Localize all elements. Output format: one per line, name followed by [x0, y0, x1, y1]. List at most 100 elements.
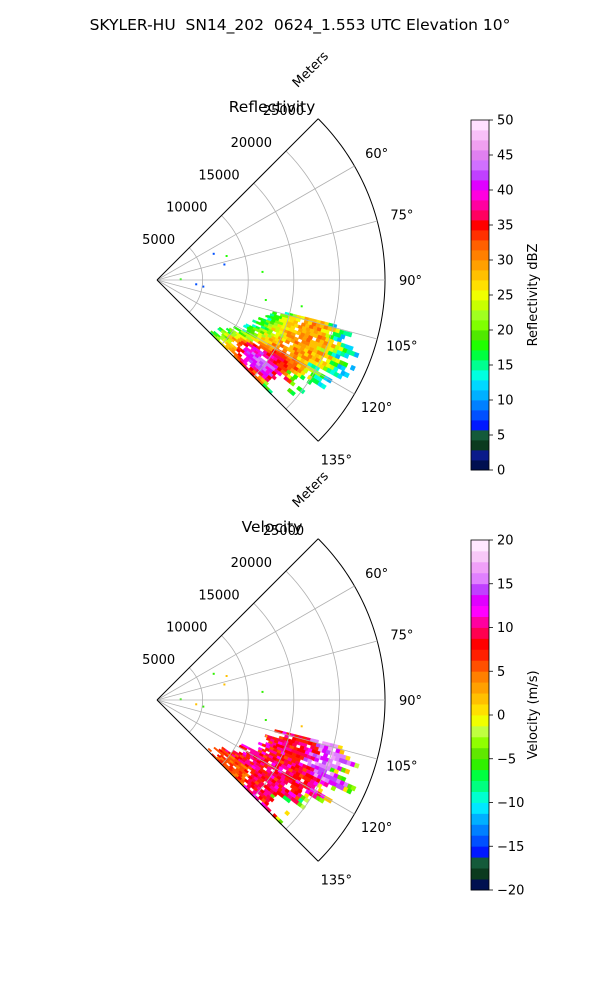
vel-bin	[350, 785, 357, 792]
refl-bin	[339, 334, 346, 340]
refl-speck	[202, 285, 205, 288]
vel-colorbar-swatch	[471, 660, 489, 672]
reflectivity-grid	[156, 118, 386, 442]
vel-radial-axis-label: Meters	[290, 469, 332, 511]
refl-colorbar-swatch	[471, 310, 489, 321]
vel-colorbar-swatch	[471, 605, 489, 617]
refl-bin	[342, 361, 349, 368]
refl-bin	[284, 339, 291, 345]
reflectivity-title: Reflectivity	[229, 98, 316, 116]
refl-colorbar-swatch	[471, 200, 489, 211]
refl-colorbar-swatch	[471, 180, 489, 191]
refl-colorbar-swatch	[471, 370, 489, 381]
refl-colorbar-swatch	[471, 460, 489, 471]
vel-speck	[212, 672, 215, 675]
refl-colorbar-swatch	[471, 130, 489, 141]
refl-colorbar-tick-label: 40	[497, 184, 514, 199]
vel-bin	[282, 779, 289, 786]
vel-speck	[202, 705, 205, 708]
refl-sector-edge	[156, 279, 319, 442]
vel-speck	[300, 725, 303, 728]
refl-colorbar-swatch	[471, 290, 489, 301]
vel-sector-edge	[156, 538, 319, 701]
refl-colorbar-tick-label: 20	[497, 324, 514, 339]
vel-colorbar-swatch	[471, 540, 489, 552]
vel-colorbar-swatch	[471, 550, 489, 563]
refl-bin	[237, 341, 244, 347]
vel-colorbar-tick-label: −15	[497, 840, 524, 855]
vel-bin	[323, 781, 330, 788]
vel-colorbar-swatch	[471, 627, 489, 639]
refl-colorbar-swatch	[471, 350, 489, 361]
refl-bin	[336, 373, 343, 380]
refl-colorbar-swatch	[471, 450, 489, 461]
vel-bin	[272, 791, 278, 798]
refl-bin	[229, 337, 235, 343]
vel-speck	[195, 703, 198, 706]
vel-bin	[285, 797, 292, 804]
refl-colorbar-swatch	[471, 120, 489, 131]
vel-azimuth-spoke	[156, 699, 378, 760]
refl-bin	[353, 351, 360, 359]
refl-colorbar-tick-label: 45	[497, 149, 514, 164]
vel-speck	[261, 690, 264, 693]
refl-azimuth-tick-label: 75°	[390, 208, 413, 223]
vel-bin	[344, 768, 351, 775]
refl-bin	[343, 371, 350, 379]
vel-azimuth-spoke	[156, 640, 378, 701]
refl-bin	[266, 374, 273, 381]
refl-colorbar-swatch	[471, 390, 489, 401]
refl-colorbar-swatch	[471, 240, 489, 251]
refl-colorbar-swatch	[471, 280, 489, 291]
refl-speck	[223, 263, 226, 266]
vel-speck	[179, 698, 182, 701]
vel-colorbar-swatch	[471, 802, 489, 814]
vel-colorbar-tick-label: 10	[497, 621, 514, 636]
vel-colorbar-swatch	[471, 583, 489, 596]
vel-bin	[242, 746, 248, 751]
refl-colorbar-tick-label: 0	[497, 464, 505, 479]
refl-colorbar-swatch	[471, 160, 489, 171]
vel-colorbar-swatch	[471, 780, 489, 792]
refl-bin	[299, 374, 306, 381]
refl-radial-axis-label: Meters	[290, 49, 332, 91]
refl-bin	[276, 370, 283, 377]
vel-colorbar-swatch	[471, 693, 489, 705]
vel-colorbar-tick-label: 5	[497, 665, 505, 680]
refl-range-tick-label: 20000	[231, 136, 272, 151]
refl-bin	[349, 364, 356, 372]
refl-range-tick-label: 10000	[166, 201, 207, 216]
refl-azimuth-spoke	[156, 165, 355, 281]
refl-range-tick-label: 15000	[198, 168, 239, 183]
refl-bin	[267, 388, 274, 395]
refl-colorbar-swatch	[471, 250, 489, 261]
vel-colorbar-tick-label: 15	[497, 577, 514, 592]
vel-colorbar-swatch	[471, 704, 489, 716]
refl-colorbar-swatch	[471, 430, 489, 441]
vel-colorbar-swatch	[471, 715, 489, 727]
vel-range-tick-label: 5000	[142, 653, 175, 668]
refl-colorbar-tick-label: 30	[497, 254, 514, 269]
refl-azimuth-spoke	[156, 279, 355, 395]
vel-bin	[346, 788, 353, 795]
vel-colorbar-tick-label: −5	[497, 752, 516, 767]
vel-bin	[300, 803, 307, 810]
vel-azimuth-tick-label: 135°	[321, 873, 352, 888]
refl-speck	[265, 315, 268, 318]
refl-bin	[299, 388, 306, 395]
vel-colorbar-swatch	[471, 813, 489, 825]
refl-range-tick-label: 25000	[263, 104, 304, 119]
refl-colorbar-tick-label: 50	[497, 114, 514, 129]
refl-bin	[289, 390, 296, 397]
refl-colorbar-swatch	[471, 190, 489, 201]
refl-colorbar-swatch	[471, 330, 489, 341]
refl-bin	[289, 380, 296, 387]
vel-azimuth-tick-label: 75°	[390, 628, 413, 643]
refl-bin	[295, 317, 301, 323]
refl-azimuth-spoke	[156, 279, 378, 340]
refl-colorbar-swatch	[471, 340, 489, 351]
refl-bin	[343, 352, 350, 359]
vel-bin	[303, 797, 310, 804]
vel-azimuth-spoke	[156, 699, 355, 815]
refl-colorbar-swatch	[471, 320, 489, 331]
